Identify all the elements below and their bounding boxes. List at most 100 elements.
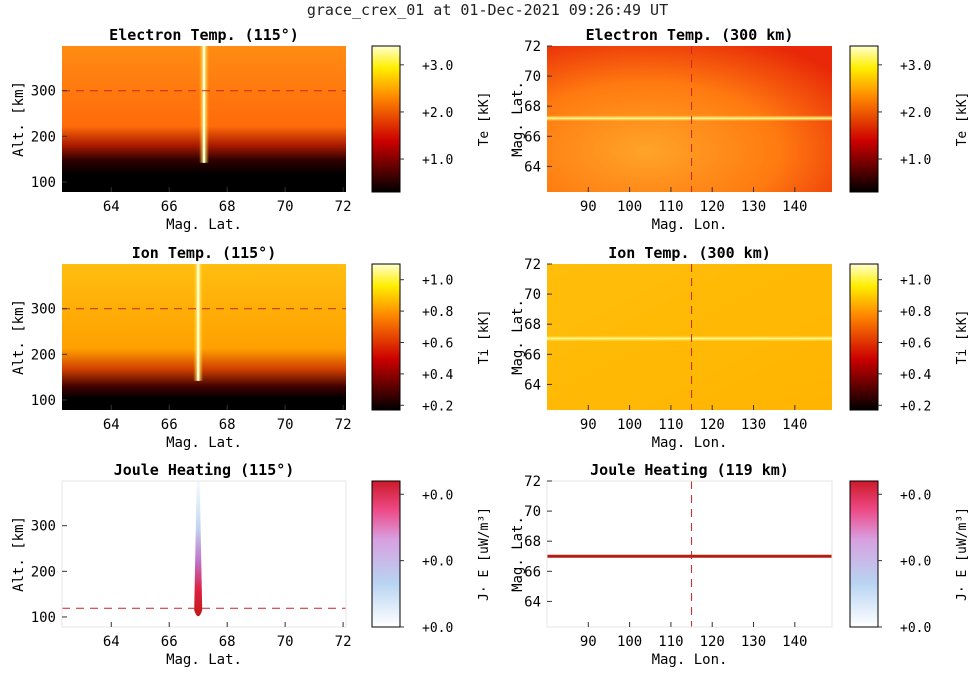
- x-axis-label: Mag. Lat.: [166, 217, 242, 233]
- heatmap-feature-band: [547, 115, 832, 122]
- chart-panel-3: Ion Temp. (115°) 64 66 68 70 72 100 200 300 Mag. …: [11, 244, 492, 451]
- y-tick-label: 64: [524, 159, 541, 175]
- chart-title: Joule Heating (119 km): [590, 461, 789, 479]
- colorbar-tick-label: +0.0: [422, 621, 453, 636]
- x-tick-label: 140: [782, 634, 807, 650]
- x-tick-label: 70: [277, 199, 294, 215]
- y-tick-label: 68: [524, 534, 541, 550]
- colorbar-tick-label: +0.0: [900, 488, 931, 503]
- x-tick-label: 64: [103, 634, 120, 650]
- y-tick-label: 70: [524, 69, 541, 85]
- chart-title: Joule Heating (115°): [114, 461, 295, 479]
- chart-title: Electron Temp. (300 km): [586, 26, 794, 44]
- x-tick-label: 130: [741, 199, 766, 215]
- y-axis-label: Alt. [km]: [11, 516, 27, 592]
- colorbar: [371, 45, 401, 193]
- y-tick-label: 66: [524, 564, 541, 580]
- x-tick-label: 64: [103, 199, 120, 215]
- colorbar-label: Ti [kK]: [477, 310, 492, 365]
- y-tick-label: 300: [31, 519, 56, 535]
- x-tick-label: 68: [219, 417, 236, 433]
- y-tick-label: 100: [31, 610, 56, 626]
- x-tick-label: 110: [658, 417, 683, 433]
- x-tick-label: 100: [617, 417, 642, 433]
- colorbar-tick-label: +0.4: [900, 368, 931, 383]
- x-tick-label: 66: [161, 634, 178, 650]
- y-tick-label: 68: [524, 317, 541, 333]
- y-tick-label: 72: [524, 39, 541, 55]
- y-tick-label: 66: [524, 347, 541, 363]
- y-tick-label: 300: [31, 84, 56, 100]
- colorbar-tick-label: +0.0: [900, 621, 931, 636]
- y-tick-label: 100: [31, 175, 56, 191]
- colorbar-label: J· E [uW/m³]: [477, 507, 492, 601]
- x-tick-label: 130: [741, 634, 766, 650]
- colorbar-label: Te [kK]: [955, 92, 970, 147]
- y-tick-label: 200: [31, 129, 56, 145]
- x-tick-label: 120: [700, 417, 725, 433]
- x-tick-label: 120: [700, 634, 725, 650]
- colorbar-tick-label: +1.0: [900, 153, 931, 168]
- colorbar-tick-label: +1.0: [422, 274, 453, 289]
- heatmap-feature-band: [547, 335, 832, 342]
- x-axis-label: Mag. Lon.: [652, 217, 728, 233]
- colorbar-tick-label: +2.0: [422, 106, 453, 121]
- heatmap-field: [547, 481, 832, 627]
- x-tick-label: 70: [277, 634, 294, 650]
- x-tick-label: 66: [161, 199, 178, 215]
- colorbar-tick-label: +2.0: [900, 106, 931, 121]
- colorbar: [371, 263, 401, 411]
- x-tick-label: 90: [580, 634, 597, 650]
- x-tick-label: 90: [580, 417, 597, 433]
- x-tick-label: 90: [580, 199, 597, 215]
- colorbar: [371, 480, 401, 628]
- plot-frame: [546, 480, 833, 628]
- plot-frame: [61, 480, 347, 628]
- x-axis-label: Mag. Lat.: [166, 435, 242, 451]
- colorbar-tick-label: +1.0: [422, 153, 453, 168]
- y-tick-label: 70: [524, 287, 541, 303]
- y-axis-label: Alt. [km]: [11, 81, 27, 157]
- chart-panel-2: Electron Temp. (300 km) 90 100 110 120 130 140…: [510, 26, 970, 233]
- x-axis-label: Mag. Lon.: [652, 652, 728, 668]
- x-tick-label: 110: [658, 199, 683, 215]
- y-axis-label: Mag. Lat.: [510, 299, 526, 375]
- x-tick-label: 64: [103, 417, 120, 433]
- colorbar-tick-label: +0.2: [422, 399, 453, 414]
- y-axis-label: Alt. [km]: [11, 299, 27, 375]
- colorbar-tick-label: +0.4: [422, 368, 453, 383]
- heatmap-field: [62, 481, 346, 627]
- colorbar-tick-label: +0.6: [900, 336, 931, 351]
- x-tick-label: 120: [700, 199, 725, 215]
- colorbar-label: Te [kK]: [477, 92, 492, 147]
- colorbar-tick-label: +0.0: [422, 488, 453, 503]
- y-tick-label: 64: [524, 377, 541, 393]
- colorbar-tick-label: +3.0: [422, 59, 453, 74]
- x-tick-label: 72: [335, 634, 352, 650]
- chart-panel-6: Joule Heating (119 km) 90 100 110 120 130 140 6…: [510, 461, 970, 668]
- chart-panel-5: Joule Heating (115°) 64 66 68 70 72 100 200 300 M…: [11, 461, 492, 668]
- y-tick-label: 72: [524, 474, 541, 490]
- colorbar-tick-label: +0.8: [900, 305, 931, 320]
- colorbar-tick-label: +0.0: [422, 555, 453, 570]
- y-axis-label: Mag. Lat.: [510, 516, 526, 592]
- colorbar-tick-label: +1.0: [900, 274, 931, 289]
- colorbar-label: Ti [kK]: [955, 310, 970, 365]
- y-tick-label: 72: [524, 257, 541, 273]
- x-tick-label: 110: [658, 634, 683, 650]
- x-tick-label: 140: [782, 417, 807, 433]
- colorbar-tick-label: +0.6: [422, 336, 453, 351]
- y-tick-label: 300: [31, 302, 56, 318]
- x-tick-label: 100: [617, 634, 642, 650]
- heatmap-feature-spike: [194, 481, 203, 617]
- y-tick-label: 64: [524, 594, 541, 610]
- y-tick-label: 66: [524, 129, 541, 145]
- colorbar-tick-label: +0.0: [900, 555, 931, 570]
- colorbar-label: J· E [uW/m³]: [955, 507, 970, 601]
- y-tick-label: 200: [31, 564, 56, 580]
- x-tick-label: 68: [219, 199, 236, 215]
- x-tick-label: 68: [219, 634, 236, 650]
- y-tick-label: 70: [524, 504, 541, 520]
- chart-title: Electron Temp. (115°): [109, 26, 299, 44]
